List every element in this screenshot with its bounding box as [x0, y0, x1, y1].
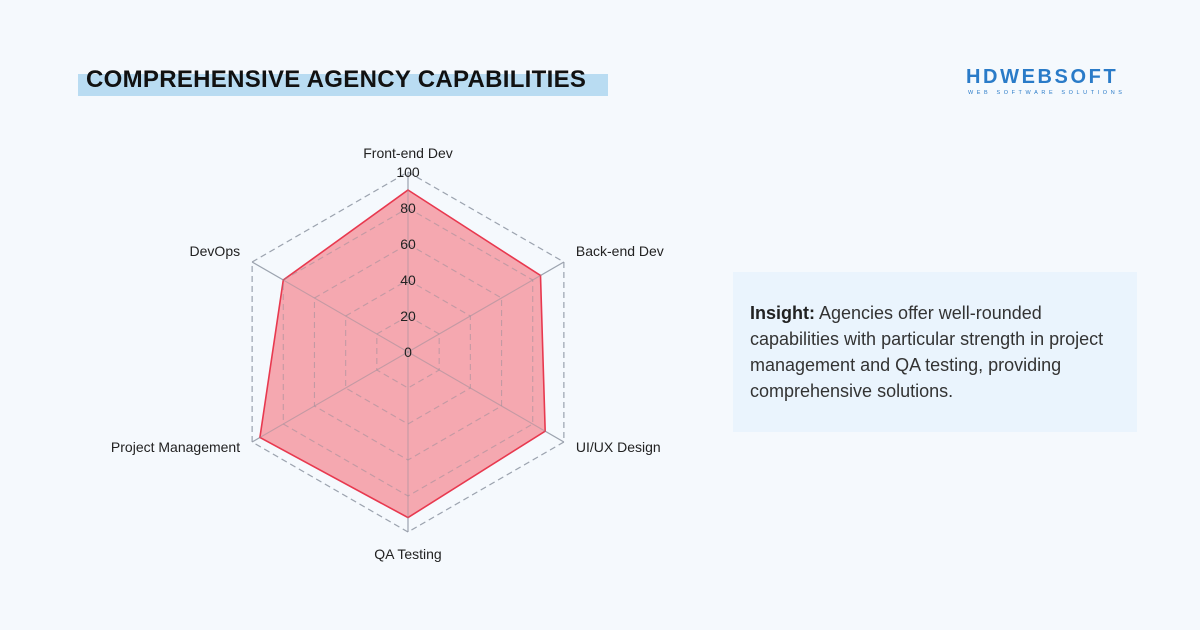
radial-tick-label: 80 — [400, 200, 416, 216]
grid-ring-overlay — [376, 315, 440, 389]
grid-ring-overlay — [345, 279, 471, 425]
grid-ring-overlay — [251, 171, 565, 533]
insight-text: Insight: Agencies offer well-rounded cap… — [750, 300, 1121, 404]
page-title: COMPREHENSIVE AGENCY CAPABILITIES — [86, 66, 587, 93]
series-area — [259, 189, 546, 519]
grid-spoke-overlay — [251, 261, 409, 353]
grid-spoke-overlay — [251, 351, 409, 443]
insight-label: Insight: — [750, 303, 815, 323]
radial-tick-label: 40 — [400, 272, 416, 288]
insight-body: Agencies offer well-rounded capabilities… — [750, 303, 1104, 401]
axis-label: Project Management — [111, 439, 240, 455]
logo-tagline: WEB SOFTWARE SOLUTIONS — [968, 90, 1126, 96]
grid-ring-overlay — [282, 207, 534, 497]
grid-spoke-overlay — [407, 351, 565, 443]
axis-label: UI/UX Design — [576, 439, 661, 455]
grid-spoke-overlay — [407, 261, 565, 353]
radial-tick-label: 60 — [400, 236, 416, 252]
hdwebsoft-logo: HDWEBSOFT WEB SOFTWARE SOLUTIONS — [966, 66, 1138, 100]
radial-tick-label: 20 — [400, 308, 416, 324]
insight-box: Insight: Agencies offer well-rounded cap… — [733, 272, 1137, 432]
radial-tick-label: 0 — [404, 344, 412, 360]
title-block: COMPREHENSIVE AGENCY CAPABILITIES — [78, 64, 608, 96]
title-highlight-bar — [78, 74, 608, 96]
axis-label: DevOps — [190, 243, 241, 259]
logo-wordmark: HDWEBSOFT — [966, 66, 1119, 88]
grid-ring-overlay — [313, 243, 503, 461]
axis-label: Back-end Dev — [576, 243, 664, 259]
radial-tick-label: 100 — [396, 164, 420, 180]
axis-label: QA Testing — [374, 546, 441, 562]
axis-label: Front-end Dev — [363, 145, 452, 161]
